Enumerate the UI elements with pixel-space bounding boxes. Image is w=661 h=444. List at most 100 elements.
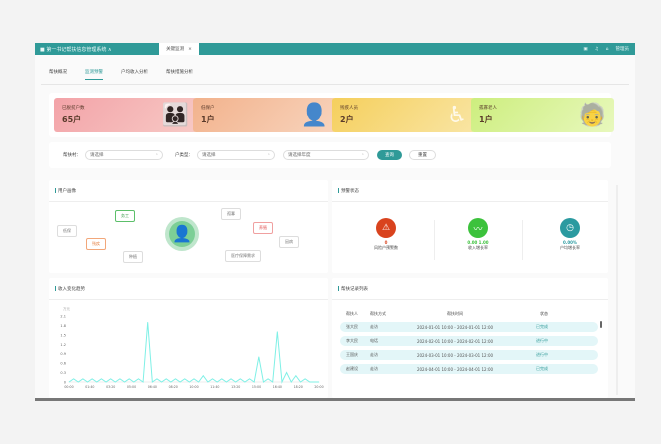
data-point	[73, 378, 74, 380]
tab-monitoring[interactable]: 监测预警	[85, 69, 103, 80]
app-title[interactable]: ■ 第一书记帮扶信息管理系统 ∧	[40, 46, 112, 53]
table-cell: 2024-01-01 10:00 - 2024-01-01 12:00	[416, 324, 494, 330]
x-tick-label: 05:00	[127, 385, 136, 389]
table-cell: 进行中	[536, 352, 548, 357]
page-scrollbar[interactable]	[616, 185, 618, 395]
card-value: 1户	[201, 115, 215, 124]
x-tick-label: 08:20	[169, 385, 178, 389]
data-point	[147, 321, 149, 323]
village-label: 帮扶村：	[63, 153, 81, 158]
data-point	[119, 378, 121, 380]
home-icon[interactable]: ⌂	[605, 46, 609, 52]
table-row[interactable]: 张大民 走访 2024-01-01 10:00 - 2024-01-01 12:00…	[340, 322, 598, 332]
panel-title: 帮扶记录列表	[332, 278, 608, 300]
tag: 务工	[115, 210, 135, 222]
table-cell: 2024-03-01 10:00 - 2024-03-01 12:00	[416, 352, 494, 358]
wheelchair-icon: ♿	[447, 103, 467, 128]
data-point	[290, 381, 292, 383]
data-point	[244, 381, 246, 383]
table-header: 帮扶人 帮扶方式 帮扶时间 状态	[340, 308, 598, 320]
stat-label: 户均增长率	[560, 245, 580, 250]
header-cell: 帮扶方式	[370, 311, 386, 316]
tag: 因病	[279, 236, 299, 248]
table-cell: 王国庆	[346, 352, 358, 357]
data-point	[193, 378, 195, 380]
type-label: 户类型：	[175, 153, 193, 158]
data-point	[128, 378, 130, 380]
data-point	[263, 381, 264, 383]
panel-title: 预警状态	[332, 180, 608, 202]
x-tick-label: 20:00	[314, 385, 323, 389]
tab-measures[interactable]: 帮扶措施分析	[166, 70, 193, 75]
query-button[interactable]: 查询	[377, 150, 402, 160]
person-icon: 👤	[169, 221, 195, 247]
x-tick-label: 13:20	[231, 385, 240, 389]
data-point	[281, 381, 283, 383]
person-icon: 👤	[300, 103, 328, 128]
alert-icon: ⚠	[376, 218, 396, 238]
card-value: 1户	[479, 115, 493, 124]
record-list-panel: 帮扶记录列表 帮扶人 帮扶方式 帮扶时间 状态 张大民 走访 2024-01-01 …	[332, 278, 608, 398]
y-tick-label: 0.6	[60, 362, 66, 366]
data-point	[258, 356, 260, 358]
year-select[interactable]: 请选择年度 ◦	[283, 150, 369, 160]
data-point	[170, 381, 172, 383]
tag: 医疗保障需求	[225, 250, 261, 262]
chevron-down-icon: ◦	[267, 152, 270, 158]
user-name[interactable]: 管理员	[615, 47, 630, 52]
x-tick-label: 06:40	[148, 385, 157, 389]
x-tick-label: 18:20	[294, 385, 303, 389]
data-point	[179, 381, 181, 383]
table-row[interactable]: 李大民 电话 2024-02-01 10:00 - 2024-02-01 12:00…	[340, 336, 598, 346]
data-point	[230, 378, 232, 380]
village-select[interactable]: 请选择 ◦	[85, 150, 163, 160]
main-content: 帮扶概况 监测预警 户均收入分析 帮扶措施分析 已脱贫户数 65户 👪 低保户 1户 👤 残…	[35, 55, 635, 398]
tag: 残疾	[86, 238, 106, 250]
divider	[434, 220, 435, 260]
header-cell: 帮扶时间	[447, 311, 463, 316]
stat-card[interactable]: 残疾人员 2户 ♿	[332, 98, 475, 132]
data-point	[253, 381, 255, 383]
card-value: 2户	[340, 115, 354, 124]
stat-card[interactable]: 低保户 1户 👤	[193, 98, 336, 132]
window-tab[interactable]: 关键监测 ×	[159, 43, 199, 55]
stat-card[interactable]: 已脱贫户数 65户 👪	[54, 98, 197, 132]
stat-value: 0.00 1.00	[467, 240, 489, 245]
select-value: 请选择	[202, 153, 216, 158]
data-point	[304, 378, 306, 380]
tab-overview[interactable]: 帮扶概况	[49, 70, 67, 75]
table-cell: 走访	[370, 366, 378, 371]
table-row[interactable]: 王国庆 走访 2024-03-01 10:00 - 2024-03-01 12:00…	[340, 350, 598, 360]
data-point	[267, 378, 269, 380]
data-point	[300, 381, 301, 383]
data-point	[235, 381, 236, 383]
warning-stat: ◷ 0.00% 户均增长率	[540, 218, 600, 251]
data-point	[91, 378, 93, 380]
chevron-down-icon: ◦	[155, 152, 158, 158]
card-label: 低保户	[201, 106, 215, 111]
x-tick-label: 03:20	[106, 385, 115, 389]
data-point	[318, 381, 320, 383]
data-point	[309, 381, 311, 383]
stat-card[interactable]: 孤寡老人 1户 🧓	[471, 98, 614, 132]
tab-income[interactable]: 户均收入分析	[121, 70, 148, 75]
table-cell: 已完成	[536, 324, 548, 329]
reset-button[interactable]: 重置	[409, 150, 436, 160]
tag: 孤寡	[221, 208, 241, 220]
bell-icon[interactable]: ♫	[594, 46, 599, 52]
fullscreen-icon[interactable]: ▣	[583, 46, 588, 52]
type-select[interactable]: 请选择 ◦	[197, 150, 275, 160]
income-chart-panel: 收入变化趋势 万元 0 0.3 0.6 0.9 1.2 1.5 1.8 2.1 00:00 01:4…	[49, 278, 328, 398]
scrollbar[interactable]	[600, 321, 602, 328]
stat-value: 0.00%	[563, 240, 577, 245]
income-series-line	[68, 322, 319, 384]
data-point	[161, 381, 162, 383]
data-point	[68, 381, 70, 383]
table-cell: 张大民	[346, 324, 358, 329]
data-point	[314, 381, 315, 383]
close-icon[interactable]: ×	[188, 46, 192, 52]
x-tick-label: 00:00	[64, 385, 73, 389]
tag: 养殖	[253, 222, 273, 234]
data-point	[156, 378, 158, 380]
table-row[interactable]: 赵建设 走访 2024-04-01 10:00 - 2024-04-01 12:00…	[340, 364, 598, 374]
